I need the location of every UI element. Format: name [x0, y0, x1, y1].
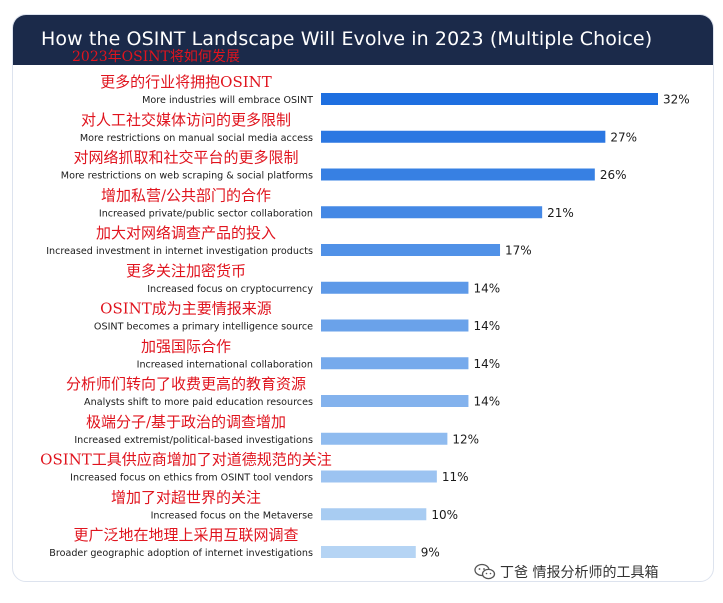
bar-value-label: 9%	[421, 546, 440, 560]
category-label: OSINT becomes a primary intelligence sou…	[94, 322, 313, 333]
bar-value-label: 12%	[452, 432, 479, 446]
category-label: Analysts shift to more paid education re…	[84, 397, 313, 408]
bar	[321, 319, 469, 332]
category-label-cn: 更广泛地在地理上采用互联网调查	[73, 526, 298, 544]
chart-title-cn: 2023年OSINT将如何发展	[72, 49, 240, 65]
bar-value-label: 14%	[473, 357, 500, 371]
category-label-cn: 加大对网络调查产品的投入	[96, 224, 276, 242]
bar-value-label: 14%	[473, 281, 500, 295]
category-label-cn: OSINT成为主要情报来源	[100, 300, 272, 318]
bar	[321, 508, 427, 521]
category-label-cn: 加强国际合作	[141, 337, 231, 355]
category-label: Increased international collaboration	[137, 359, 313, 370]
bar	[321, 244, 501, 256]
bar-value-label: 14%	[473, 395, 500, 409]
bar-value-label: 26%	[600, 168, 627, 182]
watermark: 丁爸 情报分析师的工具箱	[474, 562, 658, 582]
bar	[321, 395, 469, 407]
category-label: More restrictions on manual social media…	[80, 133, 313, 144]
wechat-icon	[474, 563, 496, 580]
category-label: More industries will embrace OSINT	[142, 95, 313, 106]
watermark-text: 丁爸 情报分析师的工具箱	[500, 565, 659, 581]
category-label-cn: 更多关注加密货币	[126, 262, 246, 280]
category-label-cn: 极端分子/基于政治的调查增加	[86, 413, 286, 431]
bar-value-label: 11%	[442, 470, 469, 484]
bar-value-label: 14%	[473, 319, 500, 333]
bar	[321, 357, 469, 370]
bar	[321, 206, 543, 219]
category-label-cn: 对网络抓取和社交平台的更多限制	[73, 149, 298, 167]
category-label: Increased extremist/political-based inve…	[74, 435, 313, 446]
category-label: Increased focus on ethics from OSINT too…	[70, 473, 313, 484]
bar-value-label: 32%	[663, 93, 690, 107]
bar-value-label: 17%	[505, 244, 532, 258]
category-label-cn: 增加了对超世界的关注	[111, 488, 261, 506]
bar	[321, 168, 595, 181]
bar	[321, 130, 606, 143]
chart-title: How the OSINT Landscape Will Evolve in 2…	[41, 28, 653, 50]
category-label: Increased investment in internet investi…	[46, 246, 313, 257]
category-label-cn: 分析师们转向了收费更高的教育资源	[66, 375, 306, 393]
chart-header: How the OSINT Landscape Will Evolve in 2…	[13, 15, 713, 65]
bar	[321, 93, 658, 105]
category-label-cn: OSINT工具供应商增加了对道德规范的关注	[40, 451, 332, 469]
bar	[321, 470, 437, 483]
bar-value-label: 27%	[610, 130, 637, 144]
bar-value-label: 10%	[431, 508, 458, 522]
category-label: Increased focus on the Metaverse	[151, 510, 314, 521]
bar	[321, 281, 469, 294]
chart-card: How the OSINT Landscape Will Evolve in 2…	[12, 14, 714, 582]
bar	[321, 432, 448, 445]
bar	[321, 546, 416, 558]
category-label: Increased private/public sector collabor…	[99, 208, 313, 219]
category-label-cn: 增加私营/公共部门的合作	[101, 186, 271, 204]
category-label-cn: 更多的行业将拥抱OSINT	[100, 73, 272, 91]
category-label: Broader geographic adoption of internet …	[49, 548, 313, 559]
category-label: Increased focus on cryptocurrency	[147, 284, 313, 295]
bar-value-label: 21%	[547, 206, 574, 220]
category-label: More restrictions on web scraping & soci…	[61, 171, 313, 182]
category-label-cn: 对人工社交媒体访问的更多限制	[81, 111, 291, 129]
